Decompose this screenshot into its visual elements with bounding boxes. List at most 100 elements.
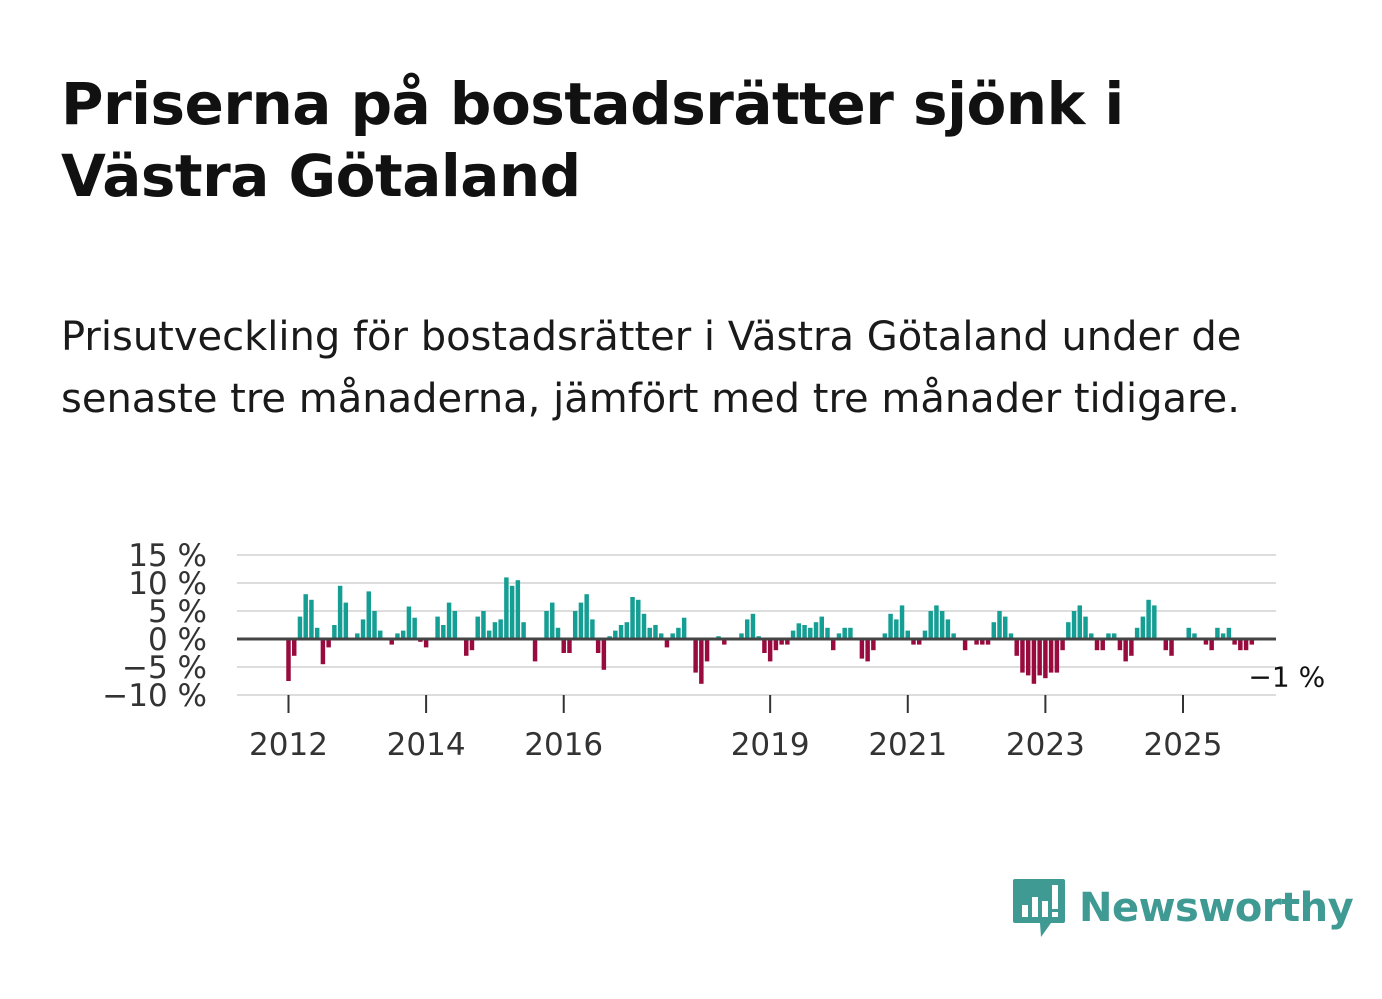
bar [762,639,767,653]
bar [653,625,658,639]
bar [486,630,492,639]
bar [1089,633,1094,639]
bar [934,605,939,639]
bar [739,633,744,639]
bar [1014,639,1019,656]
bar [917,639,922,645]
y-tick-label: 15 % [128,538,207,574]
bar [962,639,968,651]
bar [1169,639,1174,656]
bar [446,602,452,639]
bar [1123,639,1128,662]
bar [584,594,589,639]
bar [939,611,945,639]
bar [309,599,314,639]
y-tick-label: 5 % [148,594,207,630]
bar [670,633,675,639]
gridlines [237,554,1276,696]
bar [636,599,641,639]
bar [985,639,991,645]
bar [1077,605,1083,639]
bar [423,639,429,648]
bar [303,594,308,639]
bar [773,639,779,651]
bar [441,625,446,639]
bar [1037,639,1042,676]
bar [744,619,750,639]
bar [509,585,515,639]
bar [630,597,635,639]
bar [286,639,291,681]
bar [1209,639,1214,651]
bar [590,619,595,639]
bar [779,639,784,645]
bar [704,639,710,662]
bar-chart: 15 %10 %5 %0 %−5 %−10 % 2012 2014 2016 2019… [102,538,1325,763]
bar [555,627,561,639]
bar [819,616,824,639]
bar [412,617,417,639]
x-tick-label: 2012 [249,727,328,763]
bar [911,639,916,645]
bar [355,633,360,639]
bar [1008,633,1014,639]
bar [1111,633,1117,639]
bars [286,577,1255,684]
newsworthy-chat-bars-icon [1013,879,1065,937]
bar [613,630,618,639]
bar [641,613,647,639]
bar [406,606,412,639]
bar [1129,639,1134,656]
bar [951,633,956,639]
bar [400,630,406,639]
bar [366,591,372,639]
bar [572,611,578,639]
bar [326,639,331,648]
x-tick-label: 2016 [524,727,603,763]
bar [1043,639,1048,679]
last-value-label: −1 % [1248,661,1325,694]
bar [905,630,910,639]
bar [452,611,458,639]
bar [464,639,469,656]
bar [624,622,630,639]
bar [882,633,888,639]
bar [1226,627,1232,639]
bar [693,639,698,673]
bar [945,619,951,639]
bar [515,580,521,639]
bar [830,639,836,651]
bar [481,611,486,639]
bar [848,627,853,639]
bar [1203,639,1209,645]
bar [991,622,997,639]
bar [1140,616,1146,639]
bar [343,602,349,639]
bar [1117,639,1123,651]
bar [865,639,870,662]
bar [1066,622,1071,639]
bar [997,611,1002,639]
bar [1220,633,1226,639]
bar [561,639,566,653]
chart-title: Priserna på bostadsrätter sjönk i Västra… [61,70,1124,210]
bar [435,616,440,639]
bar [332,625,337,639]
bar [532,639,538,662]
y-tick-label: 10 % [128,566,207,602]
y-axis: 15 %10 %5 %0 %−5 %−10 % [102,538,207,714]
bar [492,622,498,639]
bar [544,611,549,639]
bar [842,627,847,639]
bar [475,616,480,639]
bar [498,619,503,639]
bar [595,639,601,653]
bar [1243,639,1249,651]
bar [676,627,681,639]
bar [922,630,928,639]
bar [1215,627,1220,639]
bar [1238,639,1243,651]
bar [681,617,687,639]
bar [836,633,842,639]
bar [1146,599,1151,639]
